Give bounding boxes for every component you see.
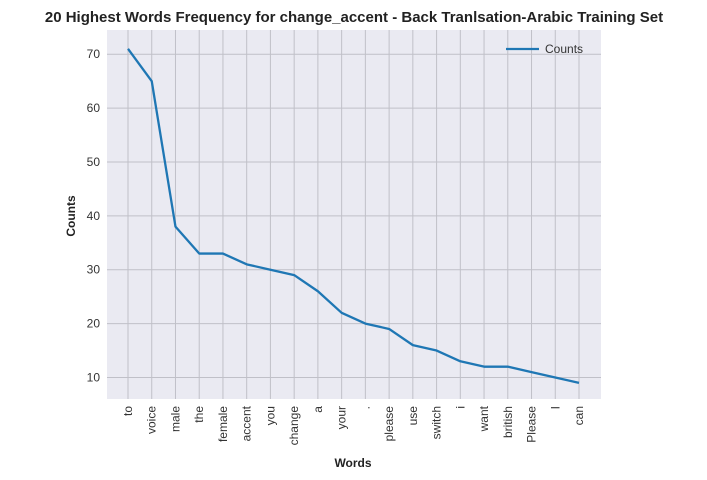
plot-area [107, 30, 601, 399]
x-tick-label: change [287, 406, 301, 446]
x-tick-label: please [382, 406, 396, 442]
x-tick-label: i [453, 406, 467, 409]
x-tick-label: I [548, 406, 562, 409]
legend: Counts [506, 42, 583, 56]
y-axis-label: Counts [64, 195, 78, 237]
x-axis-label: Words [334, 456, 371, 470]
y-tick-label: 60 [87, 101, 101, 115]
y-tick-label: 10 [87, 370, 101, 384]
x-tick-label: . [358, 406, 372, 409]
y-tick-label: 20 [87, 317, 101, 331]
x-tick-label: use [406, 406, 420, 426]
x-tick-label: Please [525, 406, 539, 443]
y-tick-label: 50 [87, 155, 101, 169]
chart-title: 20 Highest Words Frequency for change_ac… [45, 9, 663, 26]
y-tick-label: 40 [87, 209, 101, 223]
y-axis-ticks: 10 20 30 40 50 60 70 [87, 47, 101, 384]
legend-entry-counts: Counts [545, 42, 583, 56]
x-tick-label: can [572, 406, 586, 425]
x-tick-label: a [311, 406, 325, 413]
x-tick-label: want [477, 405, 491, 432]
x-axis-ticks: to voice male the female accent you change a your… [121, 405, 586, 445]
x-tick-label: switch [430, 406, 444, 439]
x-tick-label: male [168, 406, 182, 432]
x-tick-label: british [501, 406, 515, 438]
series-line-counts [127, 48, 580, 384]
grid [107, 30, 601, 399]
y-tick-label: 70 [87, 47, 101, 61]
x-tick-label: your [335, 406, 349, 429]
x-tick-label: female [216, 406, 230, 442]
y-tick-label: 30 [87, 263, 101, 277]
x-tick-label: you [263, 406, 277, 425]
x-tick-label: the [192, 406, 206, 423]
x-tick-label: to [121, 406, 135, 416]
x-tick-label: accent [240, 405, 254, 441]
x-tick-label: voice [145, 406, 159, 434]
